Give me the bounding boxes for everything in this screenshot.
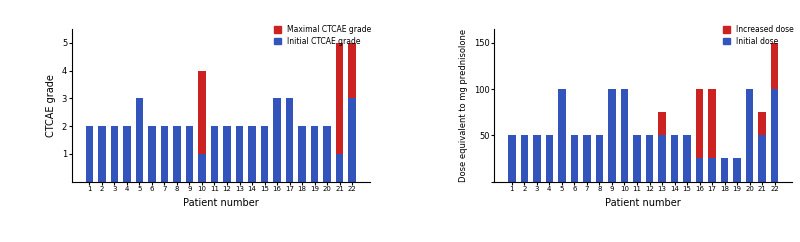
Bar: [186, 126, 194, 182]
Bar: [349, 98, 356, 182]
X-axis label: Patient number: Patient number: [606, 198, 681, 208]
Bar: [608, 89, 616, 182]
Bar: [198, 154, 206, 182]
Bar: [173, 126, 181, 182]
Bar: [696, 89, 703, 159]
Bar: [508, 135, 515, 182]
Bar: [261, 126, 268, 182]
Bar: [658, 112, 666, 135]
Bar: [148, 126, 156, 182]
Bar: [210, 126, 218, 182]
Legend: Maximal CTCAE grade, Initial CTCAE grade: Maximal CTCAE grade, Initial CTCAE grade: [274, 25, 372, 45]
Bar: [558, 89, 566, 182]
Bar: [336, 154, 343, 182]
Y-axis label: CTCAE grade: CTCAE grade: [46, 74, 56, 137]
Bar: [248, 126, 256, 182]
X-axis label: Patient number: Patient number: [183, 198, 258, 208]
Bar: [646, 135, 654, 182]
Bar: [621, 89, 628, 182]
Bar: [161, 126, 168, 182]
Bar: [311, 126, 318, 182]
Bar: [198, 71, 206, 154]
Bar: [734, 159, 741, 182]
Bar: [696, 159, 703, 182]
Bar: [110, 126, 118, 182]
Bar: [236, 126, 243, 182]
Bar: [596, 135, 603, 182]
Bar: [98, 126, 106, 182]
Bar: [533, 135, 541, 182]
Bar: [708, 89, 716, 159]
Bar: [758, 112, 766, 135]
Bar: [721, 159, 728, 182]
Bar: [746, 89, 754, 182]
Bar: [570, 135, 578, 182]
Bar: [286, 98, 294, 182]
Bar: [583, 135, 590, 182]
Bar: [521, 135, 528, 182]
Bar: [771, 89, 778, 182]
Bar: [634, 135, 641, 182]
Bar: [546, 135, 553, 182]
Bar: [349, 43, 356, 98]
Bar: [771, 43, 778, 89]
Bar: [323, 126, 331, 182]
Bar: [274, 98, 281, 182]
Bar: [298, 126, 306, 182]
Bar: [683, 135, 691, 182]
Bar: [123, 126, 130, 182]
Bar: [336, 43, 343, 154]
Legend: Increased dose, Initial dose: Increased dose, Initial dose: [722, 25, 794, 45]
Bar: [670, 135, 678, 182]
Bar: [708, 159, 716, 182]
Bar: [758, 135, 766, 182]
Bar: [136, 98, 143, 182]
Y-axis label: Dose equivalent to mg prednisolone: Dose equivalent to mg prednisolone: [459, 29, 468, 182]
Bar: [223, 126, 230, 182]
Bar: [658, 135, 666, 182]
Bar: [86, 126, 93, 182]
